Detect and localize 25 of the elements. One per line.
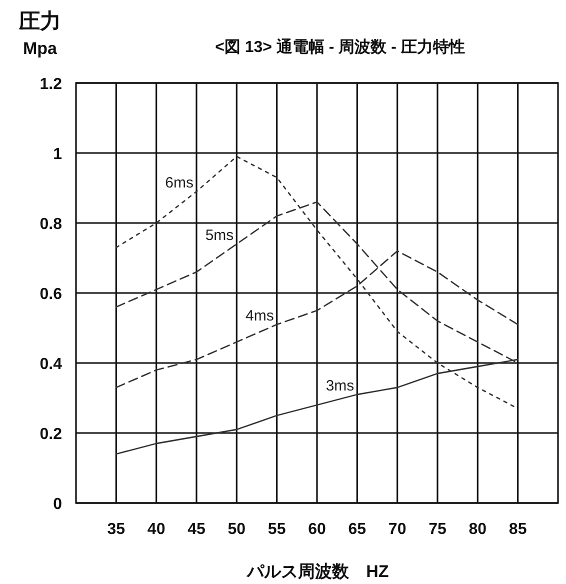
x-axis-title: パルス周波数 HZ	[246, 562, 389, 581]
series-label: 5ms	[205, 227, 234, 244]
chart-title: <図 13> 通電幅 - 周波数 - 圧力特性	[215, 38, 465, 56]
x-tick-label: 60	[308, 521, 326, 538]
x-tick-label: 85	[508, 521, 527, 538]
series-label: 4ms	[245, 308, 274, 324]
x-tick-label: 80	[468, 521, 487, 538]
y-tick-label: 0.4	[40, 356, 62, 373]
x-tick-label: 40	[147, 521, 166, 538]
y-tick-label: 0.2	[40, 426, 62, 443]
x-tick-label: 75	[428, 521, 446, 538]
x-tick-label: 45	[188, 521, 206, 538]
y-tick-label: 1	[53, 146, 62, 163]
x-tick-label: 35	[107, 521, 126, 538]
x-tick-label: 50	[228, 521, 246, 538]
y-axis-title: 圧力 Mpa	[18, 10, 61, 58]
x-tick-label: 70	[388, 521, 406, 538]
y-tick-label: 1.2	[40, 76, 62, 93]
series-label: 6ms	[165, 174, 194, 192]
x-tick-label: 55	[268, 521, 286, 538]
y-tick-label: 0.8	[40, 216, 62, 233]
y-tick-label: 0.6	[40, 286, 62, 303]
y-tick-label: 0	[53, 496, 62, 513]
x-tick-label: 65	[348, 521, 366, 538]
series-label: 3ms	[326, 378, 354, 394]
